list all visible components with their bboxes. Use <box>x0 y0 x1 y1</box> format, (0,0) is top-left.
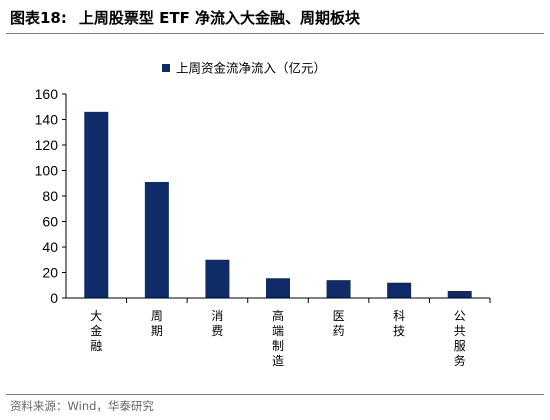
bar <box>84 111 109 298</box>
y-tick-label: 100 <box>35 163 59 179</box>
y-tick-label: 20 <box>42 265 58 281</box>
y-tick-label: 0 <box>50 290 58 306</box>
x-category-label: 高端制造 <box>272 308 284 368</box>
legend: 上周资金流净流入（亿元） <box>162 61 326 76</box>
bar <box>326 280 351 298</box>
x-category-label: 科技 <box>393 309 405 338</box>
top-divider <box>6 33 544 34</box>
bar <box>447 290 472 298</box>
bar <box>205 259 230 298</box>
legend-swatch <box>162 64 170 72</box>
x-category-label: 医药 <box>333 309 345 338</box>
bar <box>387 282 412 298</box>
x-axis-categories: 大金融 周期 消费 高端制造 医药 科技 公共服务 <box>90 298 491 368</box>
figure-title: 图表18: 上周股票型 ETF 净流入大金融、周期板块 <box>10 6 540 30</box>
y-tick-label: 160 <box>35 86 59 102</box>
bar <box>144 181 169 298</box>
figure-title-text: 上周股票型 ETF 净流入大金融、周期板块 <box>78 9 361 27</box>
bar-chart: 上周资金流净流入（亿元） 0 20 40 60 80 100 120 140 160 大金融 周期… <box>35 61 491 368</box>
source-note: 资料来源：Wind，华泰研究 <box>10 399 154 413</box>
bottom-divider <box>6 394 544 395</box>
x-category-label: 公共服务 <box>454 309 466 368</box>
y-tick-label: 120 <box>35 137 59 153</box>
legend-label: 上周资金流净流入（亿元） <box>176 61 326 76</box>
bars <box>84 111 472 298</box>
x-category-label: 大金融 <box>90 309 102 353</box>
y-axis-ticks: 0 20 40 60 80 100 120 140 160 <box>35 86 66 306</box>
y-tick-label: 40 <box>42 239 58 255</box>
x-category-label: 消费 <box>211 309 223 338</box>
y-tick-label: 140 <box>35 112 59 128</box>
x-category-label: 周期 <box>151 309 163 338</box>
figure-number: 图表18: <box>10 9 67 27</box>
y-tick-label: 60 <box>42 214 58 230</box>
y-tick-label: 80 <box>42 188 58 204</box>
bar <box>266 278 290 298</box>
